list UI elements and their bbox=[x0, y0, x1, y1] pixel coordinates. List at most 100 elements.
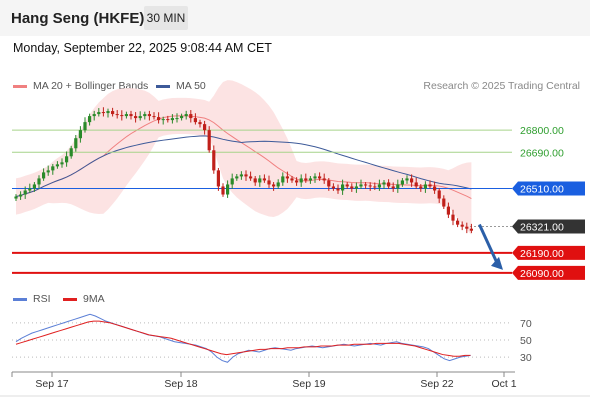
candle-body bbox=[97, 112, 101, 115]
x-tick-label: Sep 22 bbox=[420, 378, 453, 390]
level-tag-2 bbox=[512, 181, 585, 196]
candle-body bbox=[129, 114, 133, 117]
candle-body bbox=[184, 114, 188, 117]
bollinger-swatch bbox=[13, 84, 27, 88]
candle-body bbox=[55, 164, 59, 167]
candle-body bbox=[341, 184, 345, 191]
candle-body bbox=[396, 184, 400, 189]
legend-9ma: 9MA bbox=[63, 293, 105, 305]
level-label-1: 26690.00 bbox=[520, 147, 564, 159]
rsi-label: RSI bbox=[33, 293, 51, 305]
candle-body bbox=[239, 174, 243, 177]
candle-body bbox=[120, 115, 124, 117]
level-label-5: 26090.00 bbox=[520, 268, 564, 280]
level-label-2: 26510.00 bbox=[520, 183, 564, 195]
candle-body bbox=[377, 184, 381, 188]
candle-body bbox=[60, 162, 64, 165]
candle-body bbox=[249, 176, 253, 179]
candle-body bbox=[14, 196, 18, 199]
candle-body bbox=[74, 138, 78, 149]
candle-body bbox=[327, 180, 331, 187]
candle-body bbox=[419, 186, 423, 189]
candle-body bbox=[28, 188, 32, 191]
candle-body bbox=[290, 178, 294, 181]
candle-body bbox=[189, 114, 193, 119]
candle-body bbox=[410, 178, 414, 183]
candle-body bbox=[322, 178, 326, 181]
rsi-swatch bbox=[13, 297, 27, 301]
candle-body bbox=[295, 180, 299, 183]
candle-body bbox=[115, 114, 119, 116]
legend-rsi: RSI bbox=[13, 293, 51, 305]
ma50-line bbox=[15, 135, 472, 198]
candle-body bbox=[469, 228, 473, 231]
rsi-tick-label: 70 bbox=[520, 318, 532, 330]
ma50-swatch bbox=[156, 84, 170, 88]
candle-body bbox=[106, 111, 110, 114]
candle-body bbox=[460, 224, 464, 227]
candle-body bbox=[124, 114, 128, 117]
candle-body bbox=[198, 122, 202, 125]
candle-body bbox=[405, 178, 409, 181]
candle-body bbox=[331, 186, 335, 189]
candle-body bbox=[281, 176, 285, 183]
candle-body bbox=[354, 186, 358, 189]
candle-body bbox=[244, 174, 248, 177]
level-label-3: 26321.00 bbox=[520, 221, 564, 233]
candle-body bbox=[83, 122, 87, 131]
candle-body bbox=[400, 180, 404, 185]
chart-header: Hang Seng (HKFE) 30 MIN bbox=[0, 0, 590, 36]
credit-text: Research © 2025 Trading Central bbox=[423, 80, 580, 92]
candle-body bbox=[23, 190, 27, 195]
candle-body bbox=[308, 178, 312, 181]
candle-body bbox=[147, 114, 151, 117]
level-tag-5 bbox=[512, 265, 585, 280]
candle-body bbox=[442, 198, 446, 207]
candle-body bbox=[423, 184, 427, 189]
candle-body bbox=[336, 188, 340, 191]
candle-body bbox=[258, 178, 262, 183]
level-tag-3 bbox=[512, 219, 585, 234]
candle-body bbox=[226, 184, 230, 195]
candle-body bbox=[364, 184, 368, 186]
candle-body bbox=[138, 116, 142, 119]
x-tick-label: Sep 18 bbox=[164, 378, 197, 390]
candle-body bbox=[216, 170, 220, 187]
candle-body bbox=[111, 111, 115, 115]
timeframe-button[interactable]: 30 MIN bbox=[144, 6, 188, 30]
candle-body bbox=[345, 184, 349, 187]
candle-body bbox=[101, 112, 105, 114]
candle-body bbox=[166, 119, 170, 121]
rsi-ma9-line bbox=[15, 320, 471, 357]
candle-body bbox=[230, 178, 234, 185]
candle-body bbox=[88, 116, 92, 123]
rsi-tick-label: 50 bbox=[520, 335, 532, 347]
level-tag-4 bbox=[512, 245, 585, 260]
candle-body bbox=[19, 194, 23, 197]
candle-body bbox=[368, 185, 372, 187]
candle-body bbox=[203, 124, 207, 131]
candle-body bbox=[253, 178, 257, 183]
candle-body bbox=[262, 178, 266, 181]
candle-body bbox=[414, 182, 418, 187]
candle-body bbox=[37, 178, 41, 185]
candle-body bbox=[180, 116, 184, 119]
candle-body bbox=[451, 214, 455, 221]
candle-body bbox=[157, 117, 161, 121]
legend-ma50: MA 50 bbox=[156, 80, 206, 92]
candle-body bbox=[382, 182, 386, 185]
ma50-label: MA 50 bbox=[176, 80, 206, 92]
timestamp: Monday, September 22, 2025 9:08:44 AM CE… bbox=[13, 41, 272, 55]
candle-body bbox=[387, 182, 391, 187]
candle-body bbox=[46, 170, 50, 173]
candle-body bbox=[276, 182, 280, 187]
instrument-title: Hang Seng (HKFE) bbox=[11, 10, 145, 27]
candle-body bbox=[212, 150, 216, 171]
candle-body bbox=[143, 114, 147, 117]
ma9-label: 9MA bbox=[83, 293, 105, 305]
candle-body bbox=[134, 116, 138, 119]
level-label-0: 26800.00 bbox=[520, 125, 564, 137]
candle-body bbox=[465, 226, 469, 229]
x-tick-label: Sep 19 bbox=[292, 378, 325, 390]
